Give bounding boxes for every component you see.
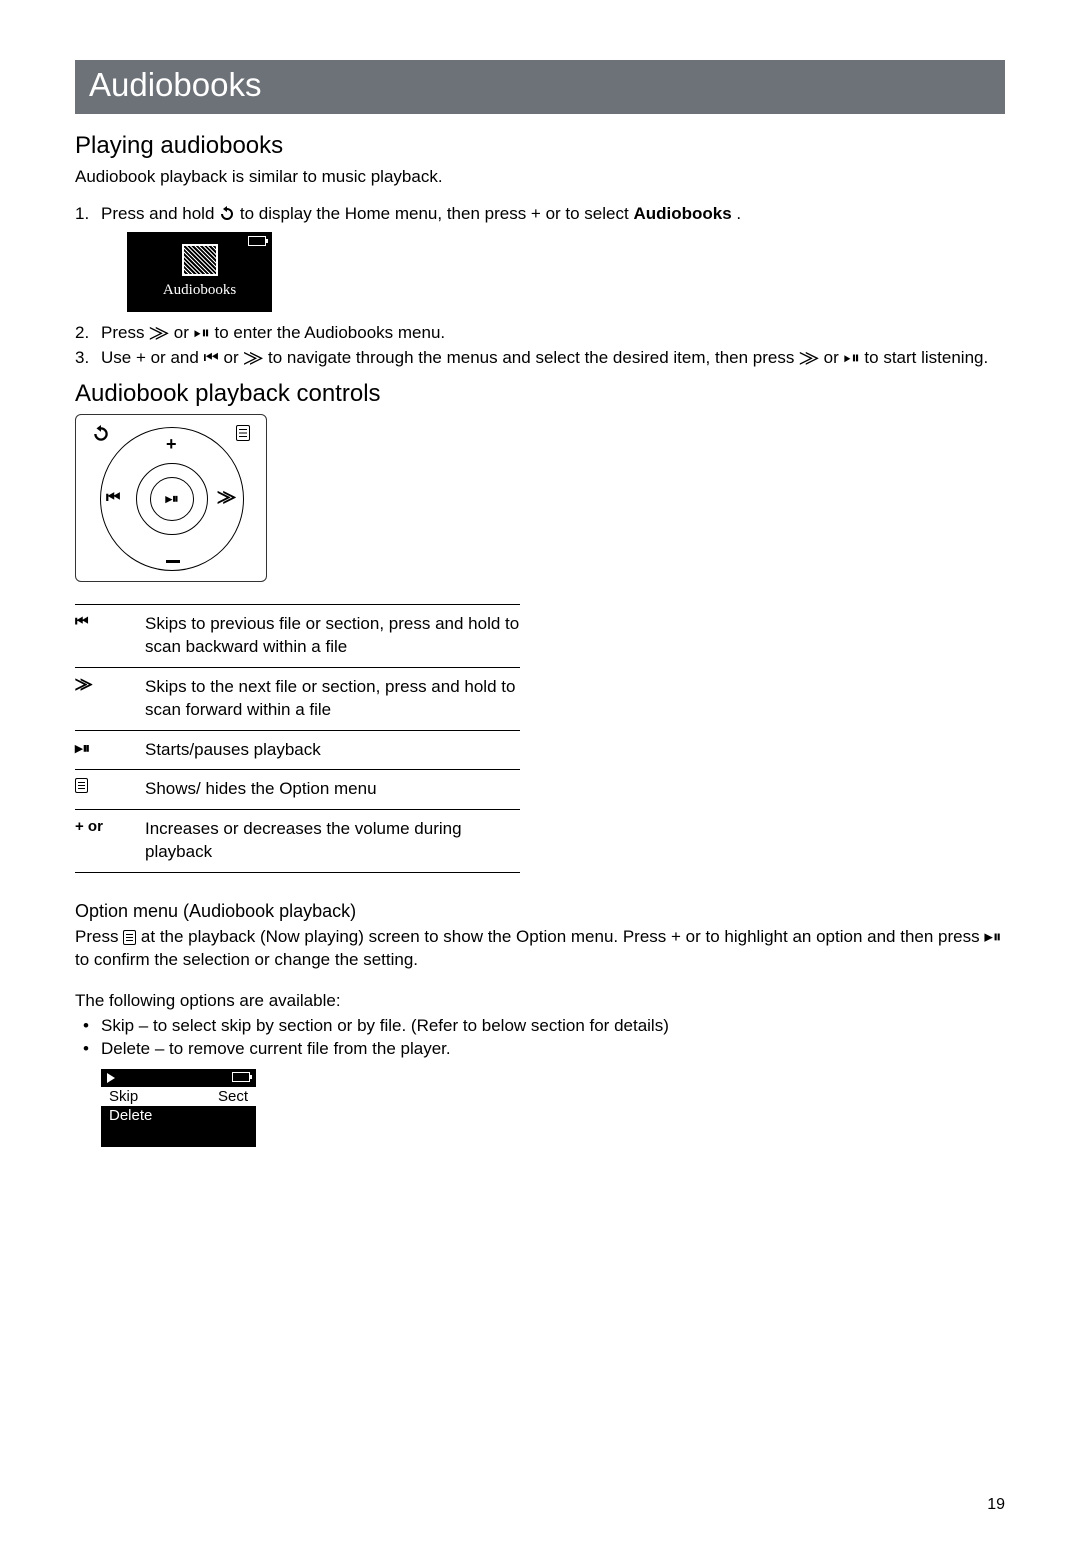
- step-1: Press and hold to display the Home menu,…: [75, 203, 1005, 312]
- option-bullet: Skip – to select skip by section or by f…: [75, 1015, 1005, 1038]
- controls-row: ⏮Skips to previous file or section, pres…: [75, 605, 520, 668]
- option-menu-para: Press at the playback (Now playing) scre…: [75, 926, 1005, 972]
- option-mini-left: Skip: [109, 1087, 138, 1106]
- step1-a: Press and hold: [101, 204, 219, 223]
- controls-row: + orIncreases or decreases the volume du…: [75, 810, 520, 873]
- option-mini-rows: Skip Sect Delete: [101, 1087, 256, 1125]
- option-mini-row: Delete: [101, 1106, 256, 1125]
- back-icon: [92, 425, 110, 448]
- audiobooks-caption: Audiobooks: [163, 280, 236, 300]
- section-title-controls: Audiobook playback controls: [75, 380, 1005, 408]
- menu-icon-inline: [123, 930, 136, 945]
- option-mini-top: [101, 1069, 256, 1087]
- next-icon: ⨠: [217, 490, 236, 506]
- menu-icon: [236, 425, 250, 441]
- chapter-header: Audiobooks: [75, 60, 1005, 114]
- step-3: Use + or and ⏮ or ⨠ to navigate through …: [75, 347, 1005, 370]
- page-number: 19: [987, 1496, 1005, 1514]
- battery-icon: [232, 1072, 250, 1082]
- option-mini-row: Skip Sect: [101, 1087, 256, 1106]
- controls-row: ⨠Skips to the next file or section, pres…: [75, 668, 520, 731]
- center-ring: ▸⏸: [136, 463, 208, 535]
- play-pause-icon: ▸⏸: [150, 477, 194, 521]
- controls-row: Shows/ hides the Option menu: [75, 770, 520, 810]
- play-icon: [107, 1073, 115, 1083]
- option-menu-screenshot: Skip Sect Delete: [101, 1069, 256, 1147]
- controls-desc: Shows/ hides the Option menu: [145, 778, 520, 801]
- prev-icon: ⏮: [106, 490, 120, 506]
- plus-icon: +: [166, 435, 177, 453]
- option-mini-right: Sect: [218, 1087, 248, 1106]
- para-b: at the playback (Now playing) screen to …: [75, 927, 1001, 969]
- option-menu-heading: Option menu (Audiobook playback): [75, 901, 1005, 922]
- steps-list: Press and hold to display the Home menu,…: [75, 203, 1005, 370]
- para-a: Press: [75, 927, 123, 946]
- controls-row: ▸⏸Starts/pauses playback: [75, 731, 520, 771]
- controls-desc: Skips to previous file or section, press…: [145, 613, 520, 659]
- minus-icon: [166, 560, 180, 563]
- options-available: The following options are available:: [75, 990, 1005, 1013]
- step1-b: to display the Home menu, then press + o…: [240, 204, 634, 223]
- device-audiobooks-screenshot: Audiobooks: [127, 232, 272, 312]
- menu-icon: [75, 778, 88, 793]
- step1-c: .: [736, 204, 741, 223]
- controls-symbol: ⨠: [75, 676, 145, 722]
- controls-desc: Skips to the next file or section, press…: [145, 676, 520, 722]
- battery-icon: [248, 236, 266, 246]
- controls-symbol: ⏮: [75, 613, 145, 659]
- audiobooks-icon: [182, 244, 218, 276]
- section-title-playing: Playing audiobooks: [75, 132, 1005, 160]
- step-2: Press ⨠ or ▸⏸ to enter the Audiobooks me…: [75, 322, 1005, 345]
- back-icon: [219, 206, 235, 222]
- controls-symbol: [75, 778, 145, 801]
- step1-bold: Audiobooks: [633, 204, 731, 223]
- option-bullets: Skip – to select skip by section or by f…: [75, 1015, 1005, 1061]
- option-bullet: Delete – to remove current file from the…: [75, 1038, 1005, 1061]
- controls-desc: Starts/pauses playback: [145, 739, 520, 762]
- controls-symbol: + or: [75, 818, 145, 864]
- option-mini-left: Delete: [109, 1106, 152, 1125]
- intro-text: Audiobook playback is similar to music p…: [75, 166, 1005, 189]
- controls-table: ⏮Skips to previous file or section, pres…: [75, 604, 520, 874]
- controls-symbol: ▸⏸: [75, 739, 145, 762]
- controls-diagram: + ⏮ ⨠ ▸⏸: [75, 414, 267, 582]
- controls-desc: Increases or decreases the volume during…: [145, 818, 520, 864]
